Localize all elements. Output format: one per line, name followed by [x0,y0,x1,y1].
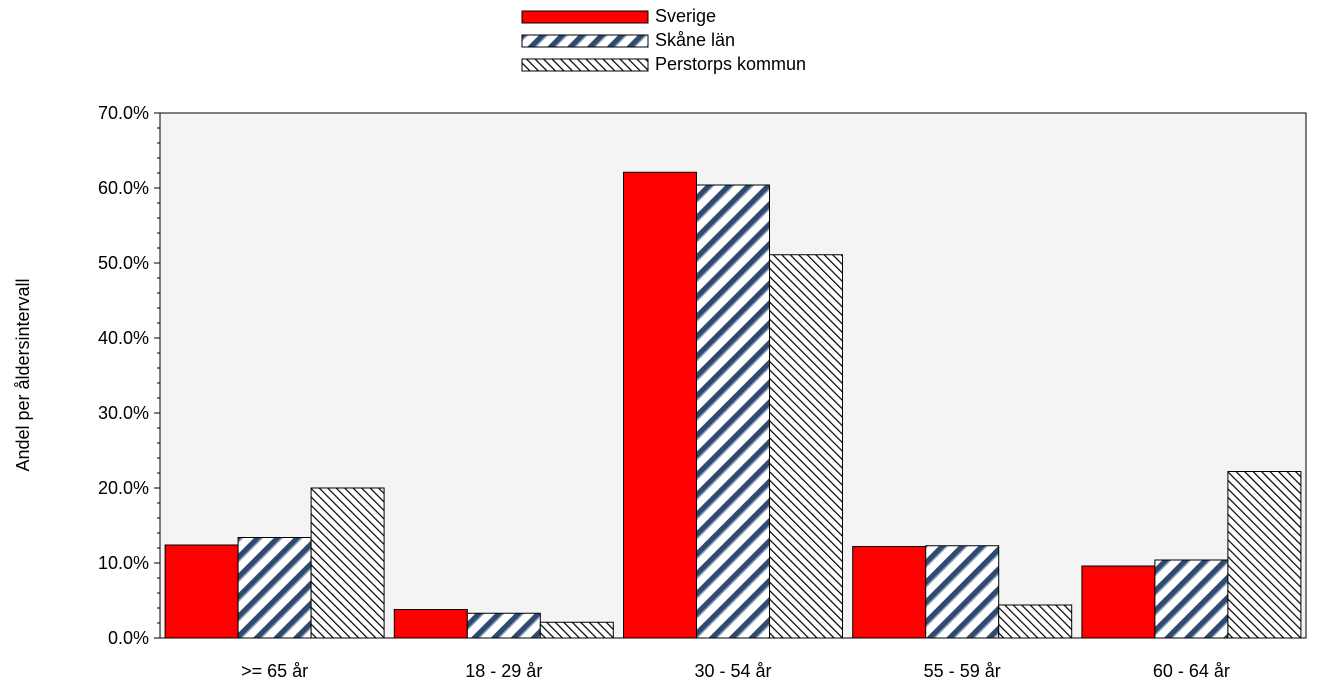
legend-swatch-1 [521,10,649,24]
bar-series1-cat4 [852,546,927,639]
bar-series1-cat1 [164,544,239,639]
y-axis: 0.0% 10.0% 20.0% 30.0% 40.0% 50.0% 60.0% 70.0% [98,103,160,648]
y-tick-label: 20.0% [98,478,149,498]
y-tick-label: 40.0% [98,328,149,348]
bar-series2-cat4 [925,545,1000,639]
y-tick-label: 10.0% [98,553,149,573]
x-axis: >= 65 år 18 - 29 år 30 - 54 år 55 - 59 år 60… [241,661,1230,681]
x-tick-label: 60 - 64 år [1153,661,1230,681]
y-tick-label: 70.0% [98,103,149,123]
bars [164,171,1302,639]
bar-series3-cat2 [539,621,614,639]
y-tick-label: 60.0% [98,178,149,198]
x-tick-label: 18 - 29 år [465,661,542,681]
bar-series2-cat2 [466,612,541,639]
y-tick-label: 50.0% [98,253,149,273]
y-tick-label: 0.0% [108,628,149,648]
x-tick-label: >= 65 år [241,661,308,681]
x-tick-label: 55 - 59 år [924,661,1001,681]
bar-series3-cat3 [769,254,843,639]
bar-series1-cat5 [1081,565,1156,639]
bar-series3-cat5 [1227,471,1302,639]
bar-series2-cat5 [1154,559,1229,639]
bar-series1-cat2 [393,609,468,639]
legend-label-2: Skåne län [655,30,735,50]
y-axis-title: Andel per åldersintervall [13,278,33,471]
bar-series2-cat1 [237,537,312,639]
bar-series3-cat1 [310,487,385,639]
y-tick-label: 30.0% [98,403,149,423]
legend-swatch-3 [521,58,649,72]
bar-series3-cat4 [998,604,1073,639]
bar-series2-cat3 [696,184,770,639]
bar-series1-cat3 [623,171,697,639]
legend-label-1: Sverige [655,6,716,26]
legend-label-3: Perstorps kommun [655,54,806,74]
legend-swatch-2 [521,34,649,48]
x-tick-label: 30 - 54 år [694,661,771,681]
legend: Sverige Skåne län Perstorps kommun [521,6,806,74]
